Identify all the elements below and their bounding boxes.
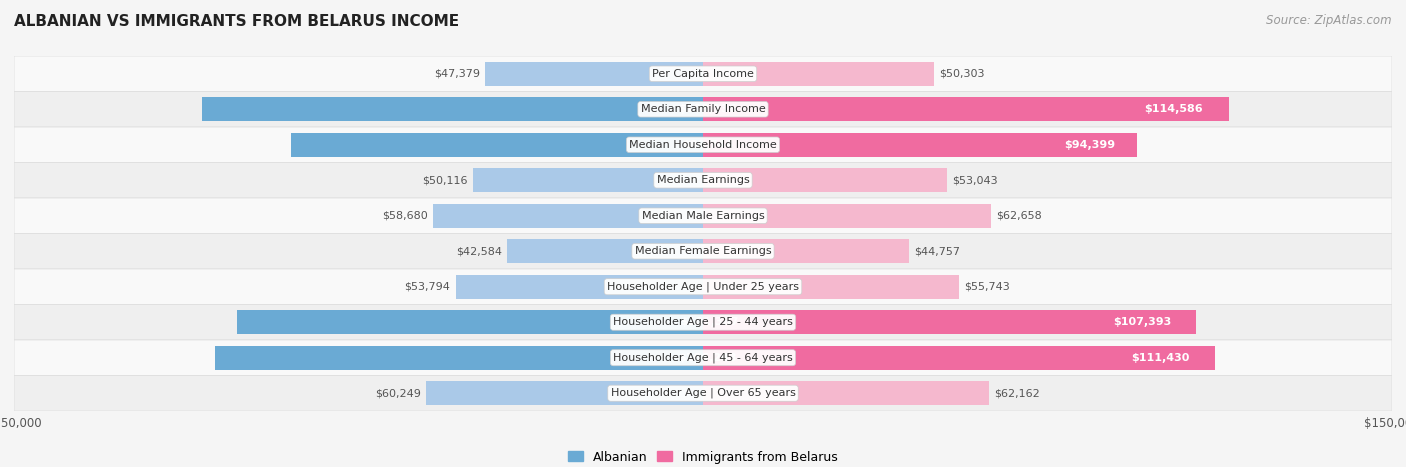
Text: Householder Age | 25 - 44 years: Householder Age | 25 - 44 years [613, 317, 793, 327]
FancyBboxPatch shape [14, 340, 1392, 375]
Text: Median Female Earnings: Median Female Earnings [634, 246, 772, 256]
Text: $114,586: $114,586 [1144, 104, 1204, 114]
Text: Householder Age | 45 - 64 years: Householder Age | 45 - 64 years [613, 353, 793, 363]
Text: $111,430: $111,430 [1130, 353, 1189, 363]
Bar [291, 133, 703, 157]
Text: $62,162: $62,162 [994, 388, 1040, 398]
Bar [703, 168, 946, 192]
Text: Source: ZipAtlas.com: Source: ZipAtlas.com [1267, 14, 1392, 27]
Text: Median Household Income: Median Household Income [628, 140, 778, 150]
Text: $50,116: $50,116 [422, 175, 467, 185]
Bar [703, 310, 1197, 334]
Text: Median Family Income: Median Family Income [641, 104, 765, 114]
Text: $106,243: $106,243 [679, 353, 737, 363]
Text: ALBANIAN VS IMMIGRANTS FROM BELARUS INCOME: ALBANIAN VS IMMIGRANTS FROM BELARUS INCO… [14, 14, 460, 29]
Text: $47,379: $47,379 [434, 69, 479, 79]
Bar [703, 239, 908, 263]
Text: $109,136: $109,136 [678, 104, 737, 114]
FancyBboxPatch shape [14, 234, 1392, 269]
Bar [426, 381, 703, 405]
Text: $60,249: $60,249 [375, 388, 420, 398]
Text: Householder Age | Over 65 years: Householder Age | Over 65 years [610, 388, 796, 398]
FancyBboxPatch shape [14, 163, 1392, 198]
Bar [703, 275, 959, 299]
Text: $107,393: $107,393 [1114, 317, 1171, 327]
Text: $42,584: $42,584 [456, 246, 502, 256]
Text: $89,744: $89,744 [682, 140, 734, 150]
Bar [703, 133, 1136, 157]
Text: $55,743: $55,743 [965, 282, 1011, 292]
Bar [703, 204, 991, 228]
Bar [215, 346, 703, 370]
Bar [508, 239, 703, 263]
Text: $58,680: $58,680 [382, 211, 427, 221]
Text: $44,757: $44,757 [914, 246, 960, 256]
Bar [238, 310, 703, 334]
Bar [201, 97, 703, 121]
Bar [703, 346, 1215, 370]
Text: $101,367: $101,367 [679, 317, 738, 327]
Text: $50,303: $50,303 [939, 69, 986, 79]
FancyBboxPatch shape [14, 56, 1392, 92]
Bar [703, 97, 1229, 121]
FancyBboxPatch shape [14, 198, 1392, 234]
Bar [472, 168, 703, 192]
Bar [703, 62, 934, 86]
Bar [485, 62, 703, 86]
Text: Householder Age | Under 25 years: Householder Age | Under 25 years [607, 282, 799, 292]
Text: $53,794: $53,794 [405, 282, 450, 292]
FancyBboxPatch shape [14, 269, 1392, 304]
Text: $53,043: $53,043 [952, 175, 998, 185]
FancyBboxPatch shape [14, 375, 1392, 411]
Text: Median Male Earnings: Median Male Earnings [641, 211, 765, 221]
Text: $62,658: $62,658 [997, 211, 1042, 221]
Bar [456, 275, 703, 299]
FancyBboxPatch shape [14, 92, 1392, 127]
Legend: Albanian, Immigrants from Belarus: Albanian, Immigrants from Belarus [562, 446, 844, 467]
Text: Median Earnings: Median Earnings [657, 175, 749, 185]
FancyBboxPatch shape [14, 304, 1392, 340]
Bar [433, 204, 703, 228]
Text: $94,399: $94,399 [1064, 140, 1115, 150]
Bar [703, 381, 988, 405]
Text: Per Capita Income: Per Capita Income [652, 69, 754, 79]
FancyBboxPatch shape [14, 127, 1392, 163]
